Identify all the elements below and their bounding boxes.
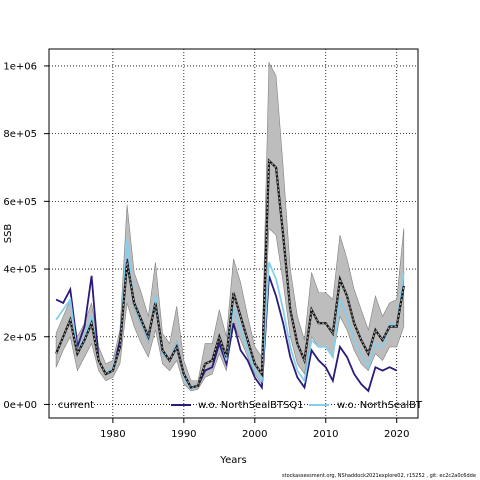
axes: 1980 1990 2000 2010 2020 0e+00 2e+05 4e+05 6e+05…: [3, 61, 409, 440]
legend-label-current: current: [58, 400, 94, 411]
confidence-band: [55, 61, 405, 392]
series-line-overlay-current: [55, 159, 405, 389]
x-axis-label: Years: [219, 455, 246, 466]
legend-label-w-o-northsealbtsq1: w.o. NorthSealBTSQ1: [198, 400, 304, 411]
legend-label-w-o-northsealbt: w.o. NorthSealBT: [337, 400, 423, 411]
y-axis-label: SSB: [3, 224, 14, 244]
y-tick-label: 1e+06: [3, 61, 37, 72]
x-tick-label: 2020: [384, 429, 409, 440]
ci-band-current: [55, 61, 405, 392]
y-tick-label: 8e+05: [3, 129, 37, 140]
series-line-current: [55, 158, 405, 389]
footer-credit: stockassessment.org, NShaddock2021explor…: [282, 473, 476, 479]
x-tick-label: 1990: [171, 429, 196, 440]
plot-frame: [48, 48, 419, 419]
y-tick-label: 2e+05: [3, 332, 37, 343]
x-tick-label: 2000: [242, 429, 267, 440]
y-tick-label: 6e+05: [3, 197, 37, 208]
legend: current w.o. NorthSealBTSQ1 w.o. NorthSeal…: [58, 400, 423, 411]
y-tick-label: 0e+00: [3, 400, 37, 411]
y-tick-label: 4e+05: [3, 265, 37, 276]
series-lines: [55, 158, 405, 393]
x-tick-label: 1980: [100, 429, 125, 440]
x-tick-label: 2010: [313, 429, 338, 440]
